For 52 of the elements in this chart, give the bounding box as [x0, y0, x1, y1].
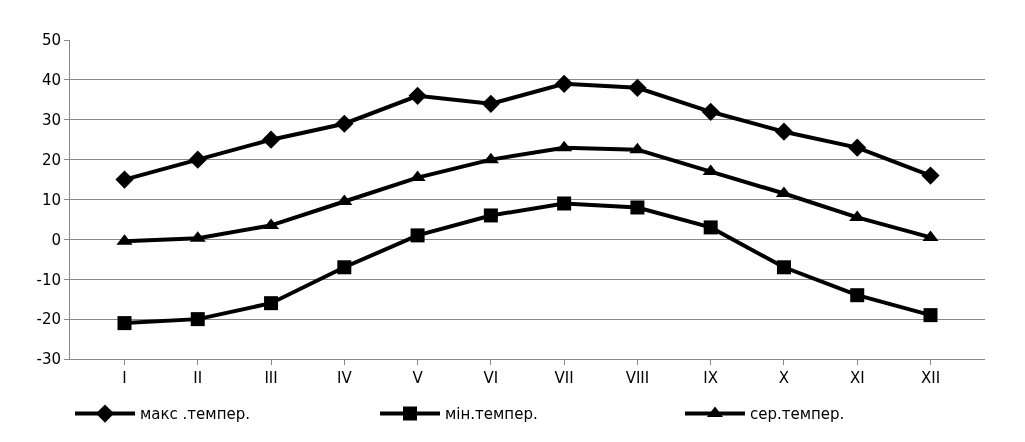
y-tick-label: 0	[51, 230, 61, 249]
y-tick-label: 30	[41, 111, 61, 129]
y-tick-label: -20	[36, 310, 61, 329]
point	[555, 74, 574, 93]
x-tick-label: IX	[703, 369, 719, 387]
x-tick-label: X	[778, 369, 790, 387]
y-tick-label: 40	[41, 71, 61, 90]
point	[557, 196, 572, 211]
point	[115, 170, 134, 189]
point	[628, 78, 647, 97]
point	[630, 200, 645, 215]
legend-label: макс .темпер.	[140, 405, 250, 424]
legend-label: сер.темпер.	[750, 405, 845, 424]
point	[410, 228, 425, 243]
point	[481, 94, 500, 113]
point	[408, 86, 427, 105]
point	[261, 130, 281, 149]
legend-label: мін.темпер.	[445, 405, 538, 424]
point	[703, 220, 718, 235]
x-tick-label: XI	[849, 369, 865, 387]
point	[188, 150, 207, 169]
x-tick-label: I	[122, 369, 127, 387]
point	[556, 140, 573, 152]
x-tick-label: VI	[483, 369, 499, 387]
point	[483, 208, 498, 223]
x-tick-label: IV	[336, 369, 353, 387]
x-tick-label: VIII	[625, 369, 650, 387]
y-tick-label: -10	[36, 270, 61, 289]
point	[190, 312, 205, 327]
x-tick-label: XII	[920, 369, 941, 387]
y-tick-label: 10	[41, 190, 61, 209]
point	[335, 114, 354, 133]
point	[629, 142, 646, 154]
y-tick-label: 20	[41, 150, 61, 169]
point	[701, 102, 720, 121]
point	[264, 296, 279, 311]
point	[117, 316, 132, 331]
y-tick-label: 50	[41, 31, 61, 50]
x-tick-label: V	[412, 369, 424, 387]
point	[337, 260, 352, 275]
point	[774, 122, 794, 141]
point	[848, 138, 867, 157]
point	[921, 166, 940, 185]
x-tick-label: VII	[554, 369, 574, 387]
point	[776, 260, 791, 275]
point	[702, 164, 719, 176]
y-tick-label: -30	[36, 350, 61, 369]
x-tick-label: II	[193, 369, 203, 387]
x-tick-label: III	[264, 369, 278, 387]
point	[482, 152, 499, 164]
point	[923, 308, 938, 323]
point	[850, 288, 865, 303]
